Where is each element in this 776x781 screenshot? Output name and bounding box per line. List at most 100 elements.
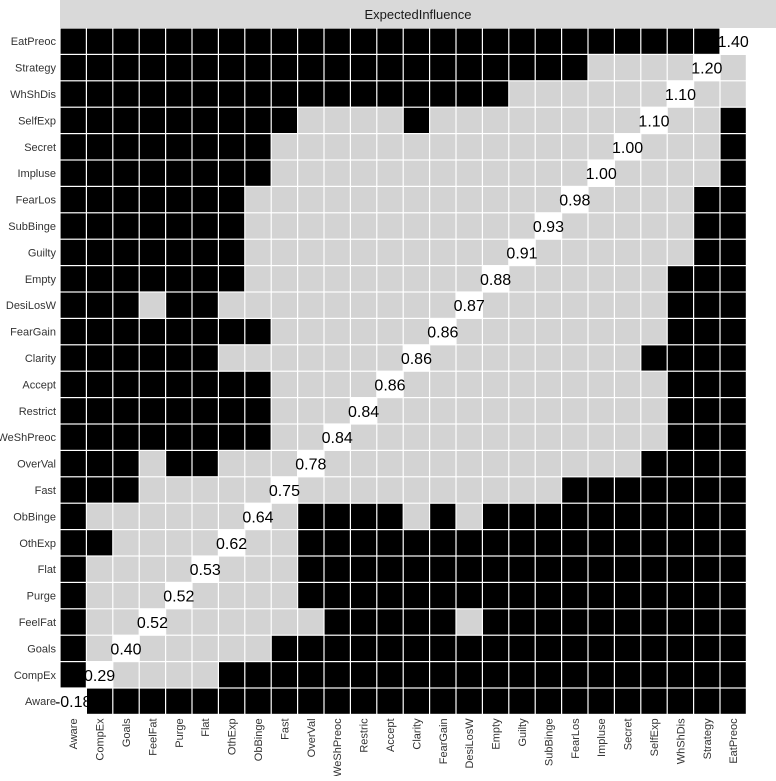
significant-cell [456,556,482,582]
diagonal-cell [456,292,482,318]
significant-cell [351,28,377,54]
significant-cell [298,28,324,54]
significant-cell [324,635,350,661]
significant-cell [245,662,271,688]
significant-cell [60,583,86,609]
nonsignificant-cell [588,292,614,318]
nonsignificant-cell [87,556,113,582]
column-tick-label: Secret [623,718,635,750]
nonsignificant-cell [324,107,350,133]
significant-cell [483,583,509,609]
significant-cell [166,81,192,107]
significant-cell [166,239,192,265]
nonsignificant-cell [219,345,245,371]
nonsignificant-cell [615,239,641,265]
significant-cell [219,213,245,239]
significant-cell [535,635,561,661]
significant-cell [430,503,456,529]
significant-cell [667,398,693,424]
nonsignificant-cell [456,451,482,477]
significant-cell [139,319,165,345]
column-tick-label: Guilty [517,718,529,747]
significant-cell [219,398,245,424]
significant-cell [588,28,614,54]
nonsignificant-cell [166,635,192,661]
diagonal-value-label: 0.29 [84,668,115,685]
diagonal-cell [588,160,614,186]
significant-cell [694,451,720,477]
significant-cell [377,503,403,529]
significant-cell [166,688,192,714]
significant-cell [271,662,297,688]
nonsignificant-cell [166,609,192,635]
significant-cell [456,583,482,609]
significant-cell [509,609,535,635]
nonsignificant-cell [377,213,403,239]
significant-cell [351,635,377,661]
significant-cell [588,688,614,714]
significant-cell [535,662,561,688]
significant-cell [351,688,377,714]
diagonal-value-label: 0.52 [137,615,168,632]
significant-cell [377,635,403,661]
significant-cell [219,81,245,107]
diagonal-value-label: 0.62 [216,536,247,553]
nonsignificant-cell [377,160,403,186]
significant-cell [324,556,350,582]
significant-cell [456,688,482,714]
nonsignificant-cell [351,187,377,213]
significant-cell [456,28,482,54]
significant-cell [720,239,746,265]
significant-cell [60,134,86,160]
nonsignificant-cell [298,107,324,133]
column-tick-label: Aware [68,718,80,749]
nonsignificant-cell [324,292,350,318]
significant-cell [483,662,509,688]
significant-cell [588,530,614,556]
nonsignificant-cell [535,239,561,265]
significant-cell [535,583,561,609]
nonsignificant-cell [483,371,509,397]
column-tick-label: FeelFat [147,718,159,755]
significant-cell [694,266,720,292]
nonsignificant-cell [113,583,139,609]
nonsignificant-cell [562,239,588,265]
significant-cell [667,451,693,477]
nonsignificant-cell [588,266,614,292]
significant-cell [113,134,139,160]
nonsignificant-cell [588,239,614,265]
nonsignificant-cell [535,371,561,397]
significant-cell [535,503,561,529]
significant-cell [87,213,113,239]
column-tick-label: CompEx [95,718,107,761]
significant-cell [509,28,535,54]
diagonal-value-label: 1.00 [586,166,617,183]
significant-cell [430,662,456,688]
nonsignificant-cell [562,371,588,397]
significant-cell [509,662,535,688]
row-tick-label: FearGain [10,327,56,339]
diagonal-cell [535,213,561,239]
row-tick-label: CompEx [14,670,57,682]
significant-cell [298,688,324,714]
significant-cell [166,160,192,186]
nonsignificant-cell [298,609,324,635]
nonsignificant-cell [509,134,535,160]
significant-cell [60,292,86,318]
nonsignificant-cell [509,187,535,213]
nonsignificant-cell [139,451,165,477]
diagonal-cell [298,451,324,477]
significant-cell [192,239,218,265]
nonsignificant-cell [694,134,720,160]
significant-cell [166,451,192,477]
significant-cell [298,635,324,661]
nonsignificant-cell [192,503,218,529]
significant-cell [430,55,456,81]
nonsignificant-cell [509,107,535,133]
column-tick-label: SelfExp [649,718,661,756]
nonsignificant-cell [298,424,324,450]
significant-cell [271,55,297,81]
significant-cell [113,55,139,81]
nonsignificant-cell [139,503,165,529]
nonsignificant-cell [456,187,482,213]
